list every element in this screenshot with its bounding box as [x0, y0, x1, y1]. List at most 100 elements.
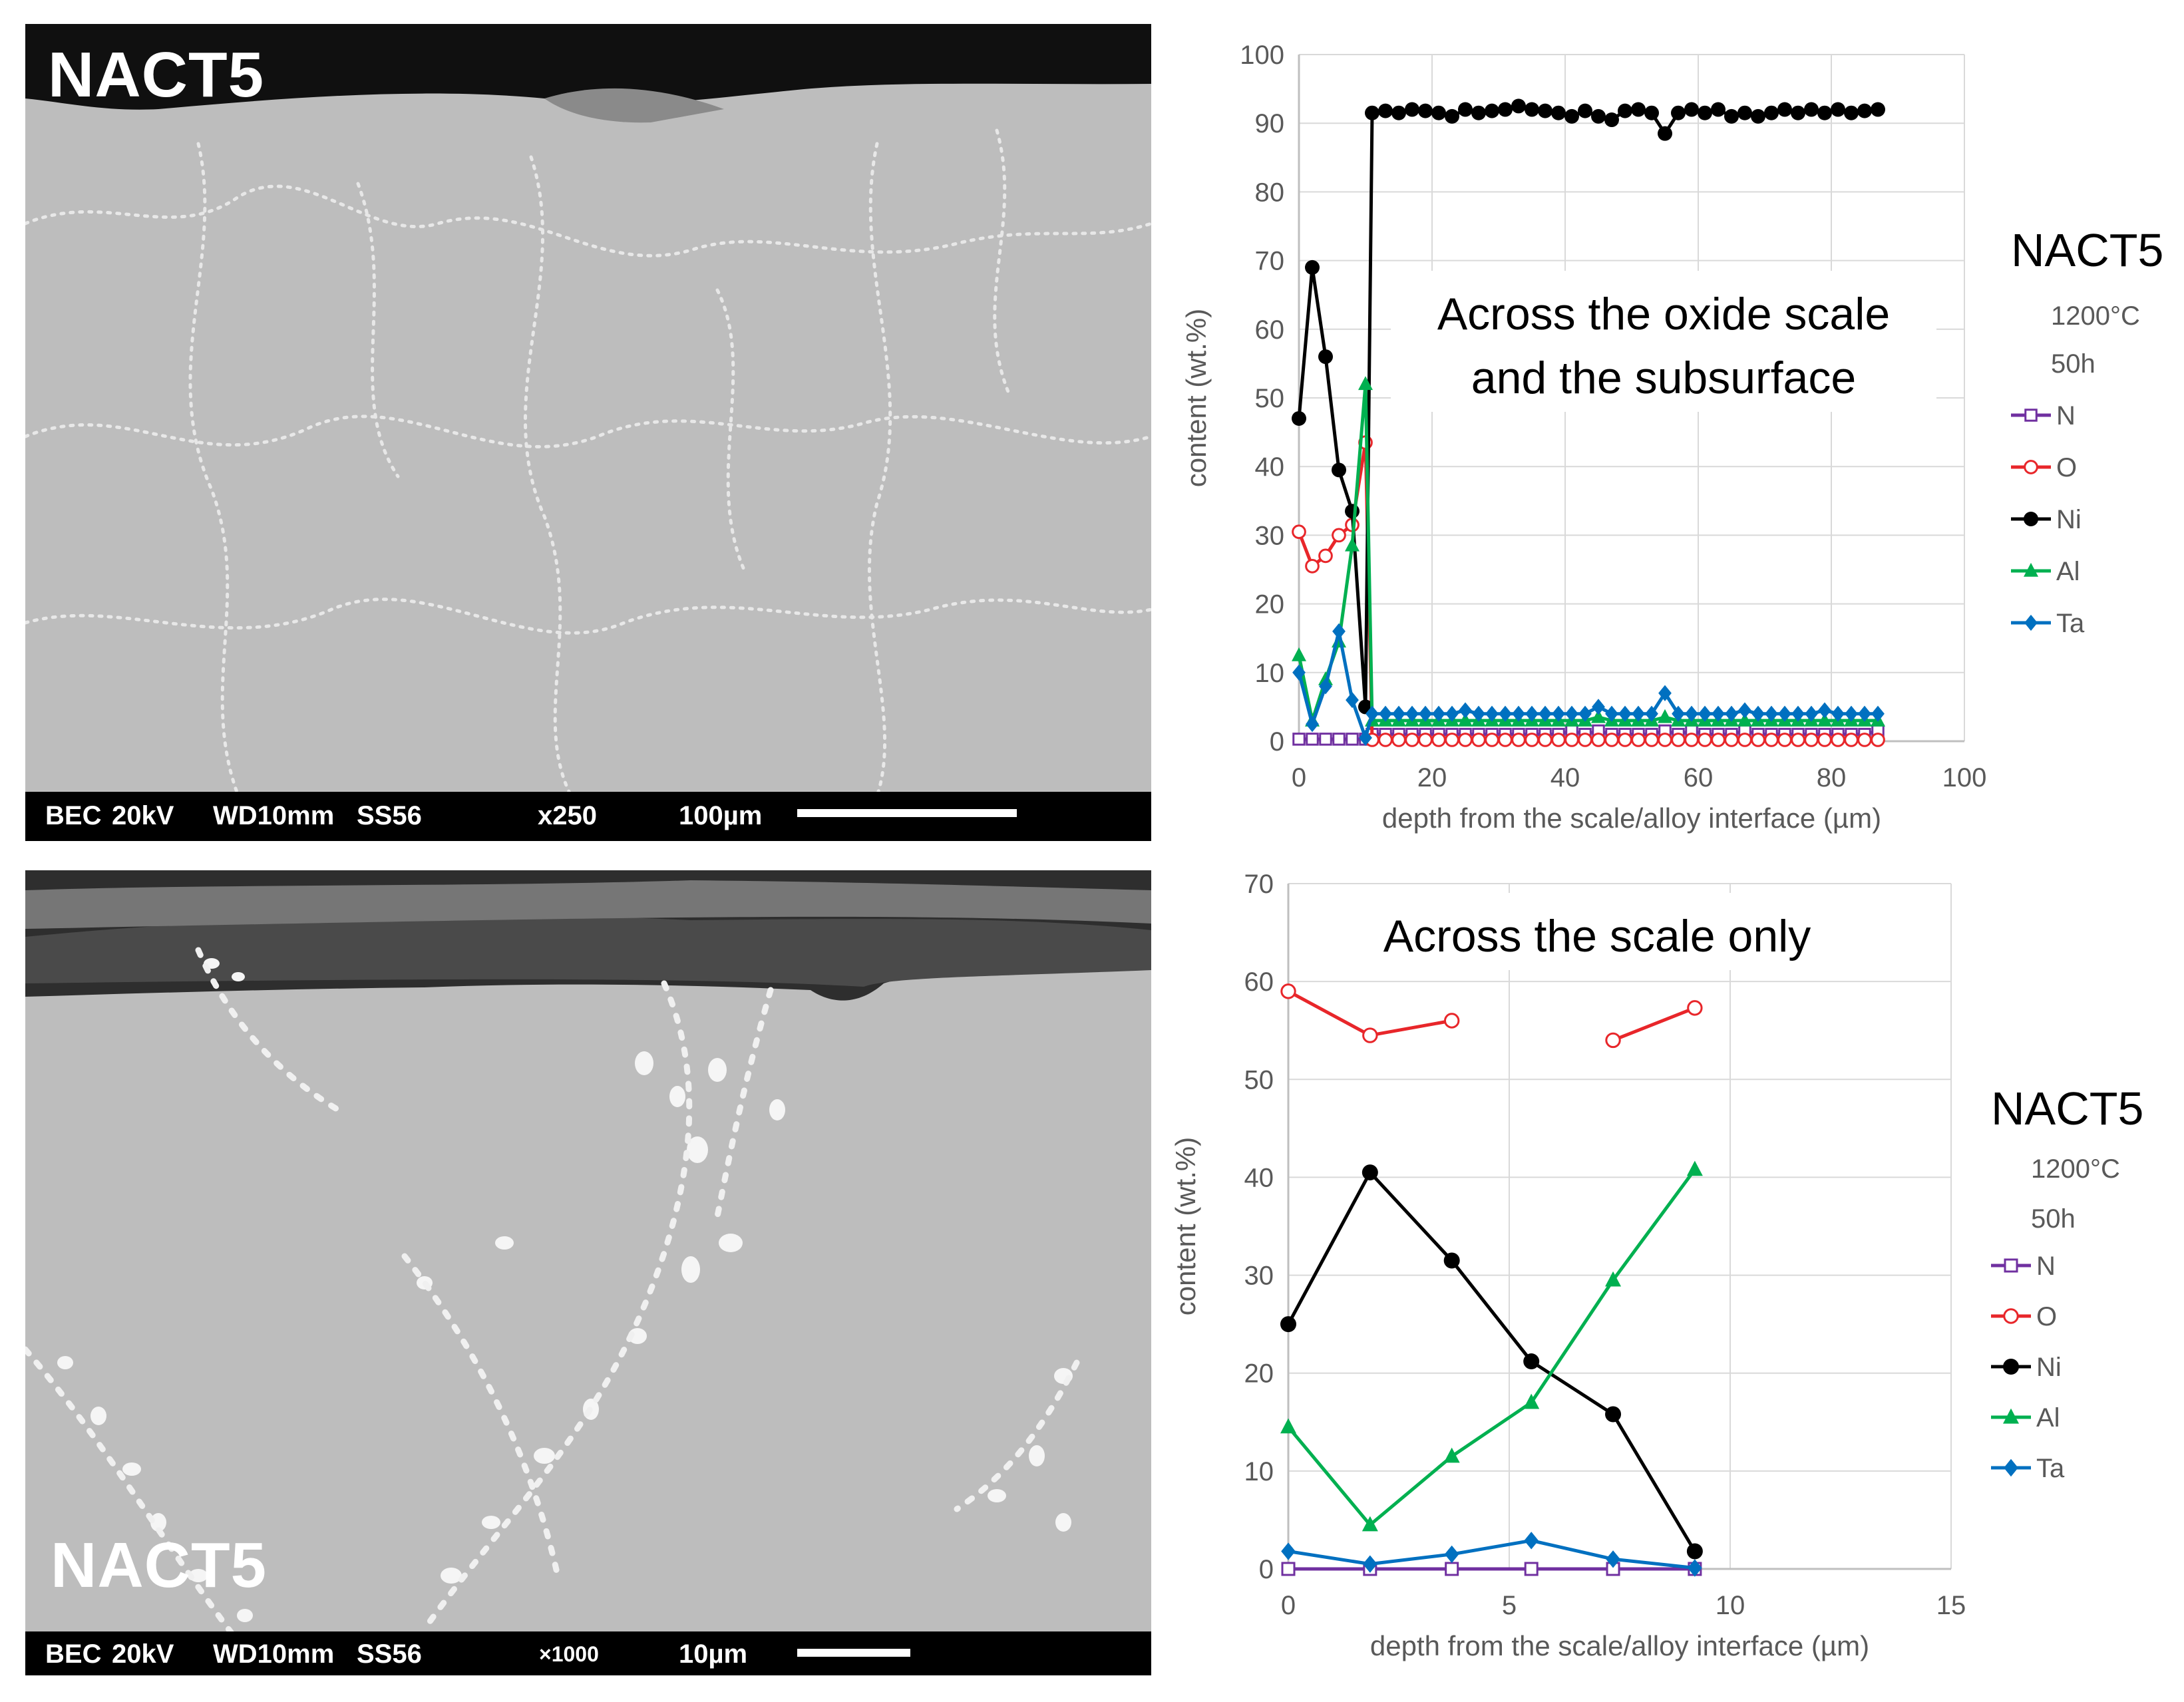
data-point-O: [1764, 733, 1779, 747]
data-point-Al: [1443, 1447, 1460, 1463]
data-point-Al: [1523, 1393, 1540, 1409]
data-point-Ta: [1405, 705, 1419, 722]
data-point-Al: [1280, 1418, 1296, 1434]
series-O: [1292, 435, 1885, 747]
legend-marker-N: [2024, 409, 2038, 422]
data-point-O: [1305, 558, 1320, 574]
x-tick-label: 40: [1550, 763, 1580, 792]
legend-title: NACT5: [1991, 1083, 2143, 1134]
data-point-Ta: [1363, 1555, 1377, 1573]
x-tick-label: 0: [1281, 1591, 1296, 1620]
data-point-Ta: [1688, 1559, 1702, 1577]
legend-marker-Al: [2003, 1408, 2019, 1424]
data-point-Ta: [1858, 705, 1871, 722]
data-point-Al: [1658, 709, 1672, 723]
legend-condition: 50h: [2051, 349, 2095, 379]
data-point-N: [1524, 1562, 1539, 1576]
data-point-O: [1751, 733, 1765, 747]
data-point-N: [1292, 733, 1306, 746]
y-tick-label: 30: [1244, 1262, 1274, 1291]
data-point-Ni: [1684, 102, 1699, 117]
data-point-Ta: [1618, 705, 1632, 722]
y-tick-label: 70: [1255, 247, 1285, 276]
data-point-O: [1591, 733, 1606, 747]
data-point-Ni: [1871, 102, 1885, 117]
data-point-Ta: [1524, 1532, 1539, 1550]
data-point-Ta: [1791, 705, 1805, 722]
y-tick-label: 30: [1255, 521, 1285, 550]
data-point-Ni: [1280, 1316, 1296, 1333]
data-point-O: [1280, 983, 1296, 999]
data-point-Ta: [1379, 705, 1392, 722]
data-point-O: [1405, 733, 1419, 747]
data-point-Ta: [1565, 705, 1578, 722]
info-magnification: x250: [538, 801, 597, 830]
data-point-Ni: [1525, 102, 1539, 117]
info-scale-label: 10µm: [679, 1639, 748, 1669]
info-mode: BEC: [45, 1639, 102, 1669]
data-point-Ni: [1378, 103, 1393, 118]
data-point-Ni: [1418, 103, 1433, 118]
y-axis-label: content (wt.%): [1171, 1137, 1201, 1315]
data-point-Ta: [1419, 705, 1432, 722]
data-point-Ta: [1432, 705, 1445, 722]
data-point-O: [1724, 733, 1739, 747]
legend-title: NACT5: [2011, 224, 2163, 276]
data-point-O: [1551, 733, 1566, 747]
data-point-Ta: [1818, 702, 1831, 719]
legend-label-Ta: Ta: [2056, 609, 2085, 638]
data-point-Ni: [1604, 112, 1619, 128]
x-tick-label: 5: [1502, 1591, 1517, 1620]
scale-bar: [797, 809, 1017, 817]
data-point-O: [1844, 733, 1859, 747]
data-point-Ta: [1751, 705, 1765, 722]
y-tick-label: 0: [1259, 1555, 1274, 1584]
data-point-Ta: [1632, 705, 1645, 722]
data-point-Ni: [1724, 108, 1739, 124]
data-point-Ni: [1791, 105, 1805, 120]
x-tick-label: 60: [1684, 763, 1714, 792]
data-point-O: [1618, 733, 1632, 747]
data-point-Ta: [1444, 1545, 1459, 1564]
series-Al: [1280, 1160, 1703, 1532]
x-tick-label: 10: [1716, 1591, 1745, 1620]
data-point-Ni: [1443, 1252, 1460, 1269]
data-point-O: [1578, 733, 1592, 747]
legend-marker-O: [2003, 1308, 2019, 1324]
data-point-Ni: [1305, 259, 1320, 275]
chart-top-svg: 0 10 20 30 40 50 60 70 80 90 100 0 20 40 60 80 100 depth …: [1181, 41, 2163, 834]
data-point-Ta: [1778, 705, 1791, 722]
info-magnification: ×1000: [539, 1642, 599, 1666]
grid-lines: [1288, 883, 1952, 1570]
data-point-Ni: [1631, 102, 1646, 117]
y-tick-label: 50: [1244, 1065, 1274, 1095]
data-point-Ta: [1445, 705, 1459, 722]
legend-label-O: O: [2056, 453, 2077, 482]
data-point-Ta: [1685, 705, 1698, 722]
data-point-Ni: [1686, 1543, 1703, 1560]
annotation-text: Across the scale only: [1383, 911, 1811, 961]
data-point-O: [1631, 733, 1646, 747]
data-point-Ta: [1552, 705, 1565, 722]
data-point-Ni: [1764, 105, 1779, 120]
info-mode: BEC: [45, 801, 102, 830]
legend-marker-Ni: [2003, 1359, 2019, 1375]
sem-micrograph-top: [25, 24, 1151, 798]
data-point-O: [1687, 1000, 1703, 1016]
chart-bottom-svg: 0 10 20 30 40 50 60 70 0 5 10 15 depth from the scal…: [1170, 870, 2143, 1661]
data-point-O: [1658, 733, 1672, 747]
legend-condition: 1200°C: [2031, 1154, 2120, 1184]
data-point-Al: [1345, 537, 1360, 552]
data-point-Ni: [1644, 105, 1659, 120]
data-point-O: [1857, 733, 1872, 747]
data-point-Ni: [1431, 105, 1446, 120]
data-point-O: [1605, 1032, 1621, 1049]
data-point-O: [1831, 733, 1845, 747]
data-point-Al: [1686, 1160, 1703, 1176]
y-tick-label: 20: [1255, 590, 1285, 619]
data-point-Ta: [1346, 691, 1359, 709]
data-point-O: [1458, 733, 1473, 747]
data-point-O: [1362, 1027, 1378, 1043]
data-point-Ta: [1319, 678, 1332, 695]
data-point-Ta: [1472, 705, 1485, 722]
